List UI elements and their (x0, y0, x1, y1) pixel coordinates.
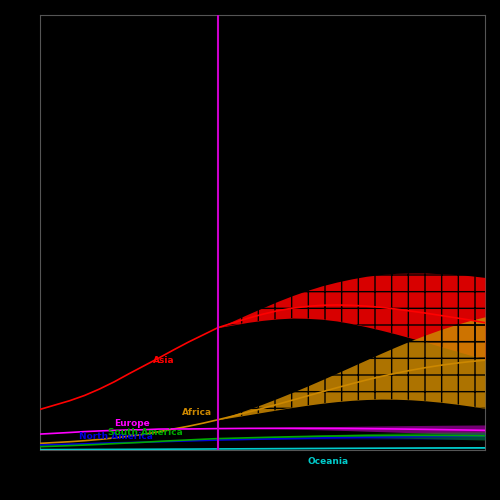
Text: South America: South America (108, 428, 183, 436)
Text: Europe: Europe (114, 419, 150, 428)
Text: Oceania: Oceania (307, 458, 348, 466)
Text: Africa: Africa (182, 408, 212, 417)
Text: Asia: Asia (152, 356, 174, 365)
Text: North America: North America (78, 432, 152, 442)
